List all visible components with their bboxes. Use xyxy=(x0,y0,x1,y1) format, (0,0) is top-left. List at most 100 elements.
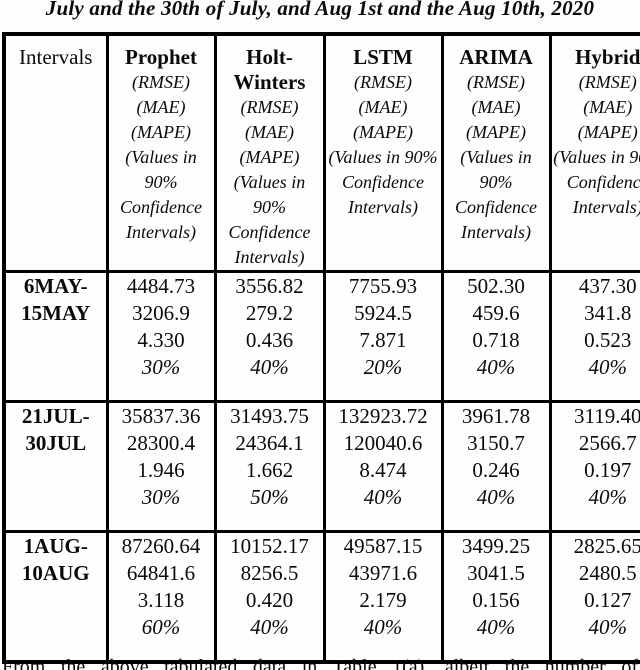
interval-line1: 6MAY- xyxy=(23,274,88,299)
arima-cell: 3961.78 3150.7 0.246 40% xyxy=(440,400,552,533)
lstm-cell: 132923.72 120040.6 8.474 40% xyxy=(322,400,444,533)
metric-mape: (MAPE) xyxy=(466,122,526,142)
mape-value: 8.474 xyxy=(359,458,407,482)
ci-value: 40% xyxy=(363,615,403,639)
metric-mape: (MAPE) xyxy=(577,122,638,142)
mae-value: 43971.6 xyxy=(348,561,418,585)
metric-rmse: (RMSE) xyxy=(467,72,525,92)
rmse-value: 4484.73 xyxy=(126,274,196,299)
metric-mape: (MAPE) xyxy=(239,147,300,167)
mae-value: 279.2 xyxy=(245,301,294,325)
interval-line2: 15MAY xyxy=(21,301,91,325)
table-row-1aug-10aug: 1AUG- 10AUG 87260.64 64841.6 3.118 60% 1… xyxy=(2,530,640,664)
mape-value: 1.662 xyxy=(245,458,294,482)
table-caption: July and the 30th of July, and Aug 1st a… xyxy=(45,0,595,20)
metric-ci: (Values in 90% Confidence Intervals) xyxy=(328,147,438,217)
table-row-21jul-30jul: 21JUL- 30JUL 35837.36 28300.4 1.946 30% … xyxy=(2,400,640,533)
ci-value: 20% xyxy=(363,355,403,379)
prophet-cell: 87260.64 64841.6 3.118 60% xyxy=(105,530,217,664)
ci-value: 40% xyxy=(476,615,516,639)
mape-value: 1.946 xyxy=(137,458,185,482)
mae-value: 5924.5 xyxy=(354,301,412,325)
ci-value: 50% xyxy=(250,485,289,509)
lstm-cell: 7755.93 5924.5 7.871 20% xyxy=(322,270,444,403)
mape-value: 3.118 xyxy=(137,588,185,612)
mae-value: 8256.5 xyxy=(240,561,299,585)
holt-winters-cell: 10152.17 8256.5 0.420 40% xyxy=(213,530,326,664)
interval-line1: 21JUL- xyxy=(21,404,90,429)
rmse-value: 49587.15 xyxy=(343,534,423,558)
interval-cell: 6MAY- 15MAY xyxy=(2,270,109,403)
ci-value: 60% xyxy=(141,615,181,639)
mae-value: 28300.4 xyxy=(126,431,196,455)
results-table: Intervals Prophet (RMSE) (MAE) (MAPE) (V… xyxy=(2,32,640,664)
metric-notes: (RMSE) (MAE) (MAPE) (Values in 90% Confi… xyxy=(327,70,439,220)
mae-value: 2480.5 xyxy=(578,561,637,585)
interval-line1: 1AUG- xyxy=(23,534,88,558)
mape-value: 0.420 xyxy=(245,588,294,612)
metric-mae: (MAE) xyxy=(136,97,186,117)
rmse-value: 3961.78 xyxy=(461,404,531,429)
header-holt-winters: Holt-Winters (RMSE) (MAE) (MAPE) (Values… xyxy=(213,32,326,273)
rmse-value: 3499.25 xyxy=(461,534,531,558)
rmse-value: 10152.17 xyxy=(230,534,309,558)
model-name: LSTM xyxy=(353,45,413,69)
ci-value: 30% xyxy=(141,485,181,509)
arima-cell: 502.30 459.6 0.718 40% xyxy=(440,270,552,403)
rmse-value: 3556.82 xyxy=(235,274,304,299)
metric-rmse: (RMSE) xyxy=(578,72,637,92)
model-name: Hybrid xyxy=(575,45,640,69)
ci-value: 40% xyxy=(588,485,628,509)
model-name: Holt-Winters xyxy=(233,45,306,94)
mae-value: 3150.7 xyxy=(467,431,525,455)
mae-value: 24364.1 xyxy=(235,431,304,455)
model-name: ARIMA xyxy=(459,45,533,69)
header-intervals: Intervals xyxy=(2,32,109,273)
mape-value: 0.718 xyxy=(472,328,520,352)
prophet-cell: 4484.73 3206.9 4.330 30% xyxy=(105,270,217,403)
ci-value: 40% xyxy=(476,355,516,379)
holt-winters-cell: 3556.82 279.2 0.436 40% xyxy=(213,270,326,403)
metric-notes: (RMSE) (MAE) (MAPE) (Values in 90% Confi… xyxy=(553,70,640,220)
mae-value: 64841.6 xyxy=(126,561,196,585)
interval-cell: 1AUG- 10AUG xyxy=(2,530,109,664)
mae-value: 3041.5 xyxy=(467,561,525,585)
rmse-value: 3119.40 xyxy=(574,404,640,429)
metric-notes: (RMSE) (MAE) (MAPE) (Values in 90% Confi… xyxy=(218,95,321,269)
metric-rmse: (RMSE) xyxy=(240,97,299,117)
ci-value: 40% xyxy=(250,355,289,379)
mae-value: 3206.9 xyxy=(132,301,190,325)
metric-rmse: (RMSE) xyxy=(132,72,190,92)
ci-value: 40% xyxy=(476,485,516,509)
body-paragraph: From the above tabulated data in Table 1… xyxy=(2,656,638,670)
header-arima: ARIMA (RMSE) (MAE) (MAPE) (Values in 90%… xyxy=(440,32,552,273)
mape-value: 4.330 xyxy=(137,328,185,352)
mae-value: 459.6 xyxy=(472,301,520,325)
metric-mae: (MAE) xyxy=(358,97,408,117)
rmse-value: 502.30 xyxy=(467,274,525,299)
header-lstm: LSTM (RMSE) (MAE) (MAPE) (Values in 90% … xyxy=(322,32,444,273)
mape-value: 0.436 xyxy=(245,328,294,352)
header-prophet: Prophet (RMSE) (MAE) (MAPE) (Values in 9… xyxy=(105,32,217,273)
ci-value: 40% xyxy=(250,615,289,639)
ci-value: 40% xyxy=(588,355,628,379)
hybrid-cell: 437.30 341.8 0.523 40% xyxy=(548,270,640,403)
mape-value: 0.127 xyxy=(584,588,632,612)
ci-value: 40% xyxy=(588,615,628,639)
ci-value: 40% xyxy=(363,485,403,509)
holt-winters-cell: 31493.75 24364.1 1.662 50% xyxy=(213,400,326,533)
interval-line2: 30JUL xyxy=(25,431,87,455)
metric-mape: (MAPE) xyxy=(353,122,413,142)
mae-value: 2566.7 xyxy=(578,431,637,455)
model-name: Prophet xyxy=(125,45,197,69)
rmse-value: 7755.93 xyxy=(348,274,418,299)
rmse-value: 437.30 xyxy=(578,274,637,299)
metric-ci: (Values in 90% Confidence Intervals) xyxy=(553,147,640,217)
table-header-row: Intervals Prophet (RMSE) (MAE) (MAPE) (V… xyxy=(2,32,640,273)
metric-ci: (Values in 90% Confidence Intervals) xyxy=(455,147,537,242)
mae-value: 341.8 xyxy=(584,301,632,325)
metric-mae: (MAE) xyxy=(245,122,294,142)
metric-rmse: (RMSE) xyxy=(354,72,412,92)
mae-value: 120040.6 xyxy=(343,431,423,455)
